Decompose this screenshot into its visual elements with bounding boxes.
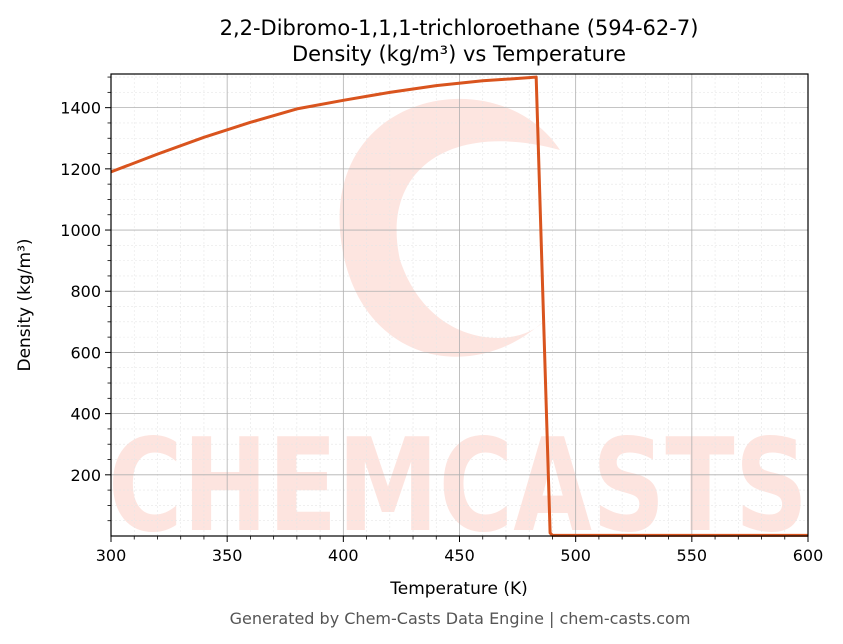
x-axis-label: Temperature (K): [389, 579, 528, 599]
x-tick-label: 450: [444, 546, 475, 565]
x-tick-label: 600: [793, 546, 824, 565]
y-tick-label: 200: [70, 466, 101, 485]
x-tick-label: 550: [677, 546, 708, 565]
footer-credit: Generated by Chem-Casts Data Engine | ch…: [230, 609, 691, 628]
x-tick-label: 350: [212, 546, 243, 565]
y-tick-label: 800: [70, 282, 101, 301]
chart-title: 2,2-Dibromo-1,1,1-trichloroethane (594-6…: [220, 16, 699, 40]
y-tick-label: 600: [70, 343, 101, 362]
chemcasts-watermark: CHEMCASTS: [108, 98, 808, 561]
x-tick-label: 500: [560, 546, 591, 565]
y-tick-label: 1000: [60, 221, 101, 240]
y-tick-label: 1200: [60, 160, 101, 179]
y-tick-label: 1400: [60, 99, 101, 118]
x-tick-label: 400: [328, 546, 359, 565]
chart-subtitle: Density (kg/m³) vs Temperature: [292, 42, 626, 66]
watermark-text: CHEMCASTS: [108, 412, 808, 561]
x-axis-ticks: 300 350 400 450 500 550 600: [96, 536, 824, 565]
x-tick-label: 300: [96, 546, 127, 565]
y-tick-label: 400: [70, 405, 101, 424]
y-axis-label: Density (kg/m³): [15, 238, 35, 371]
y-axis-ticks: 200 400 600 800 1000 1200 1400: [60, 76, 111, 522]
watermark-logo-arc: [339, 98, 560, 357]
density-line: [110, 75, 808, 537]
